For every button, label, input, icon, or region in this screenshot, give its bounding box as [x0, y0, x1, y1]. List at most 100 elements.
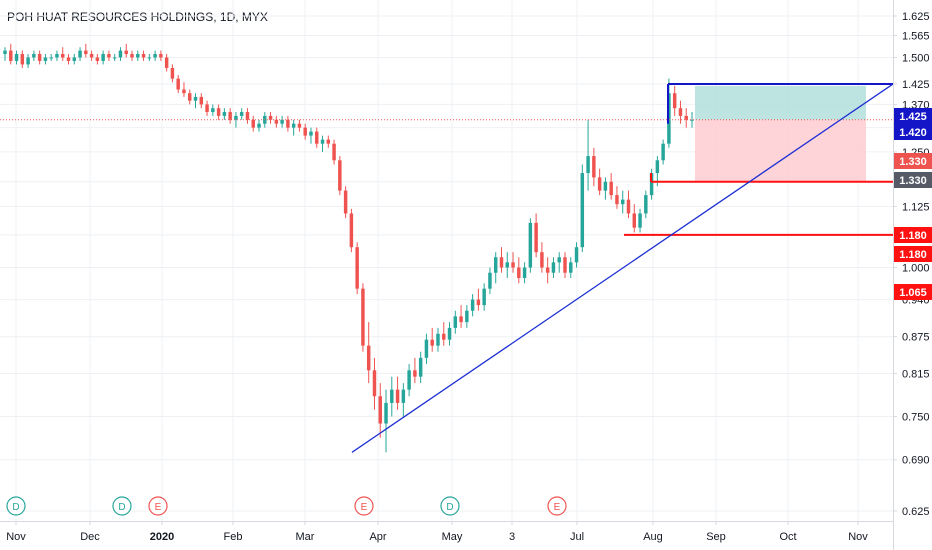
x-tick-label: Feb: [224, 531, 243, 543]
candle-body: [378, 396, 382, 424]
y-tick-label: 0.815: [902, 368, 930, 380]
loss-zone: [695, 119, 866, 182]
event-circle: [112, 496, 132, 516]
candle-body: [338, 160, 342, 191]
candle-body: [418, 357, 423, 377]
event-marker-d[interactable]: D: [6, 496, 26, 516]
event-label: D: [446, 502, 453, 513]
candle-body: [112, 57, 117, 59]
candle-body: [355, 247, 359, 289]
price-badge: 1.330: [894, 153, 932, 169]
y-tick-label: 1.125: [902, 201, 930, 213]
candle-body: [309, 131, 313, 136]
candle-body: [315, 131, 319, 144]
candle-body: [678, 108, 683, 116]
candle-body: [268, 115, 273, 120]
candle-body: [592, 156, 596, 178]
x-tick-label: Mar: [296, 531, 315, 543]
candle-body: [257, 123, 261, 128]
candle-body: [632, 213, 637, 228]
candle-body: [222, 112, 227, 116]
candle-body: [459, 316, 463, 323]
event-marker-e[interactable]: E: [547, 496, 567, 516]
event-marker-d[interactable]: D: [440, 496, 460, 516]
candle-body: [586, 156, 590, 174]
event-marker-e[interactable]: E: [148, 496, 168, 516]
event-circle: [354, 496, 374, 516]
candle-body: [9, 50, 13, 61]
candle-body: [517, 267, 521, 278]
candle-body: [332, 143, 336, 161]
candle-body: [216, 108, 221, 116]
candle-body: [60, 54, 65, 58]
y-tick-label: 1.425: [902, 79, 930, 91]
candle-body: [638, 213, 642, 228]
candle-body: [193, 96, 198, 101]
candle-body: [291, 123, 296, 128]
candle-body: [551, 262, 556, 273]
candle-body: [251, 119, 255, 128]
candle-body: [447, 327, 452, 340]
candle-body: [569, 262, 573, 273]
price-badge: 1.180: [894, 246, 932, 262]
event-marker-e[interactable]: E: [354, 496, 374, 516]
candle-body: [199, 96, 204, 105]
y-tick-label: 1.000: [902, 263, 930, 275]
event-label: D: [12, 502, 19, 513]
price-badge: 1.420: [894, 124, 932, 140]
candle-body: [401, 389, 406, 403]
candle-body: [72, 57, 77, 61]
candle-body: [511, 262, 515, 268]
candle-body: [124, 50, 128, 55]
candle-body: [574, 247, 579, 263]
candle-body: [147, 57, 152, 59]
candle-body: [182, 89, 186, 94]
drawing-lines[interactable]: [0, 83, 894, 453]
candle-body: [384, 402, 388, 424]
candle-body: [205, 104, 209, 113]
x-tick-label: Apr: [369, 531, 386, 543]
candle-body: [580, 173, 585, 248]
candle-body: [153, 54, 157, 58]
candle-body: [505, 262, 509, 268]
candle-body: [413, 370, 417, 377]
y-tick-label: 1.500: [902, 52, 930, 64]
candle-body: [470, 299, 475, 311]
price-badge: 1.065: [894, 284, 932, 300]
candles: [3, 43, 694, 453]
candle-body: [95, 57, 100, 61]
event-label: E: [155, 502, 162, 513]
candle-body: [644, 195, 648, 214]
price-badge: 1.330: [894, 172, 932, 188]
event-circle: [440, 496, 460, 516]
candle-body: [118, 50, 123, 58]
price-badge-label: 1.330: [899, 156, 927, 168]
y-tick-label: 1.565: [902, 30, 930, 42]
candle-body: [534, 222, 538, 253]
candle-body: [49, 57, 53, 59]
x-tick-label: Nov: [848, 531, 868, 543]
candle-body: [20, 54, 25, 65]
candle-body: [366, 345, 371, 371]
event-marker-d[interactable]: D: [112, 496, 132, 516]
price-badge-label: 1.180: [899, 230, 927, 242]
candle-body: [672, 93, 677, 109]
price-badge-label: 1.420: [899, 127, 927, 139]
trendline[interactable]: [351, 83, 894, 453]
candle-body: [349, 213, 354, 248]
candle-body: [557, 257, 561, 263]
grid: [0, 0, 893, 521]
candle-body: [476, 299, 481, 306]
candle-body: [436, 333, 440, 346]
candle-body: [286, 119, 290, 128]
candle-body: [655, 160, 660, 174]
candle-body: [78, 50, 82, 58]
candle-body: [390, 389, 394, 403]
candle-body: [14, 54, 19, 61]
candle-body: [320, 139, 325, 144]
candle-body: [297, 123, 302, 128]
x-tick-label: Sep: [706, 531, 726, 543]
candle-body: [661, 143, 665, 161]
